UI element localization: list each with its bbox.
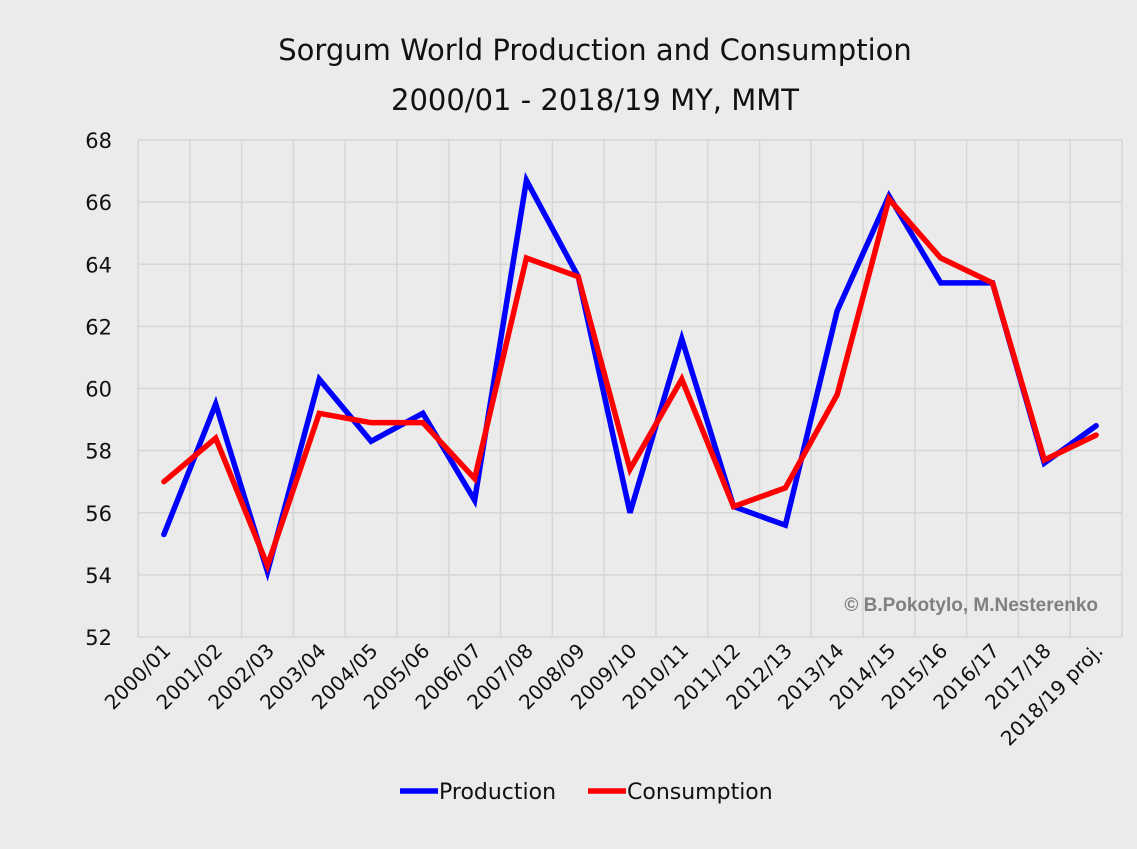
y-axis: 52 54 56 58 60 62 64 66 68 — [85, 129, 112, 650]
legend-label-consumption: Consumption — [627, 780, 773, 805]
y-tick-label: 62 — [85, 315, 112, 339]
chart-subtitle: 2000/01 - 2018/19 MY, MMT — [391, 83, 799, 117]
copyright-annotation: © B.Pokotylo, M.Nesterenko — [844, 595, 1098, 616]
y-tick-label: 68 — [85, 129, 112, 153]
y-tick-label: 56 — [85, 502, 112, 526]
y-tick-label: 60 — [85, 378, 112, 402]
chart-title: Sorgum World Production and Consumption — [278, 33, 912, 67]
series-lines — [161, 171, 1099, 582]
y-tick-label: 52 — [85, 626, 112, 650]
y-tick-label: 66 — [85, 191, 112, 215]
y-tick-label: 58 — [85, 440, 112, 464]
y-tick-label: 64 — [85, 253, 112, 277]
y-tick-label: 54 — [85, 564, 112, 588]
gridlines — [137, 139, 1123, 638]
legend: Production Consumption — [400, 780, 773, 805]
legend-label-production: Production — [439, 780, 556, 805]
